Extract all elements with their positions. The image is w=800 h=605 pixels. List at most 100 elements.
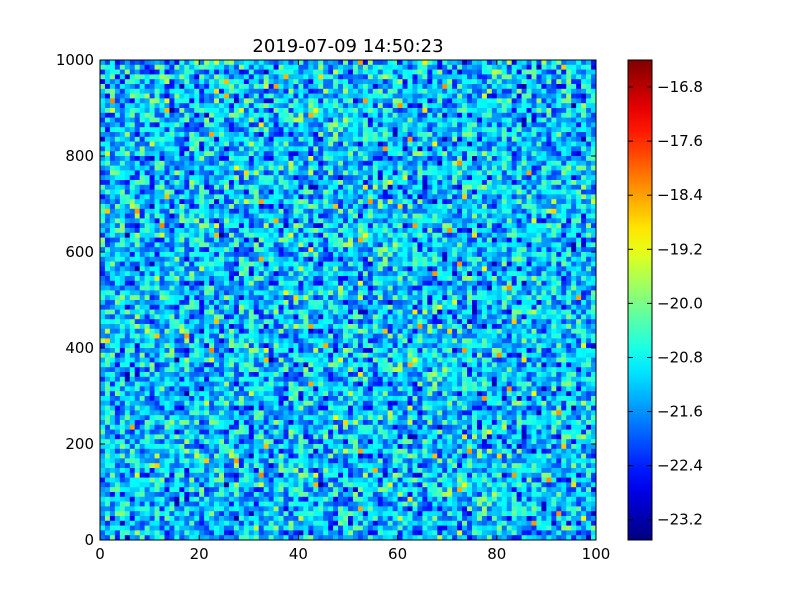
- heatmap-cell: [506, 213, 512, 219]
- heatmap-cell: [154, 84, 160, 90]
- heatmap-cell: [323, 266, 329, 272]
- heatmap-cell: [581, 194, 587, 200]
- heatmap-cell: [228, 242, 235, 248]
- heatmap-cell: [209, 175, 215, 181]
- heatmap-cell: [328, 218, 334, 224]
- heatmap-cell: [417, 122, 423, 128]
- heatmap-cell: [238, 165, 245, 171]
- heatmap-cell: [447, 218, 453, 224]
- heatmap-cell: [442, 280, 448, 286]
- heatmap-cell: [129, 271, 136, 277]
- heatmap-cell: [243, 151, 250, 157]
- heatmap-cell: [491, 69, 498, 75]
- heatmap-cell: [457, 261, 463, 267]
- heatmap-cell: [248, 213, 255, 219]
- heatmap-cell: [283, 146, 289, 152]
- heatmap-cell: [224, 252, 230, 258]
- heatmap-cell: [501, 98, 508, 104]
- heatmap-cell: [258, 108, 264, 114]
- heatmap-cell: [377, 285, 384, 291]
- heatmap-cell: [561, 208, 567, 214]
- heatmap-cell: [333, 228, 339, 234]
- heatmap-cell: [100, 122, 106, 128]
- heatmap-cell: [318, 165, 324, 171]
- heatmap-cell: [209, 199, 215, 205]
- heatmap-cell: [338, 136, 344, 142]
- heatmap-cell: [362, 180, 369, 186]
- heatmap-cell: [561, 242, 567, 248]
- heatmap-cell: [333, 84, 339, 90]
- heatmap-cell: [224, 170, 230, 176]
- heatmap-cell: [576, 79, 582, 85]
- heatmap-cell: [417, 256, 423, 262]
- heatmap-cell: [457, 84, 463, 90]
- heatmap-cell: [427, 117, 433, 123]
- heatmap-cell: [367, 60, 374, 66]
- heatmap-cell: [506, 223, 512, 229]
- heatmap-cell: [243, 280, 250, 286]
- heatmap-cell: [124, 141, 131, 147]
- heatmap-cell: [278, 237, 284, 243]
- heatmap-cell: [104, 184, 111, 190]
- heatmap-cell: [387, 127, 393, 133]
- heatmap-cell: [159, 141, 165, 147]
- heatmap-cell: [422, 180, 428, 186]
- heatmap-cell: [214, 136, 220, 142]
- heatmap-cell: [154, 237, 160, 243]
- heatmap-cell: [531, 204, 537, 210]
- heatmap-cell: [224, 223, 230, 229]
- heatmap-cell: [536, 256, 542, 262]
- heatmap-cell: [516, 136, 522, 142]
- heatmap-cell: [100, 189, 106, 195]
- heatmap-cell: [437, 285, 443, 291]
- heatmap-cell: [288, 165, 294, 171]
- heatmap-cell: [511, 194, 517, 200]
- heatmap-cell: [194, 295, 200, 301]
- heatmap-cell: [194, 79, 200, 85]
- heatmap-cell: [357, 132, 364, 138]
- heatmap-cell: [407, 237, 413, 243]
- heatmap-cell: [164, 160, 170, 166]
- heatmap-cell: [228, 223, 235, 229]
- heatmap-cell: [199, 213, 205, 219]
- heatmap-cell: [457, 170, 463, 176]
- heatmap-cell: [184, 60, 190, 66]
- heatmap-cell: [184, 218, 190, 224]
- heatmap-cell: [352, 223, 359, 229]
- heatmap-cell: [189, 189, 195, 195]
- heatmap-cell: [263, 199, 269, 205]
- heatmap-cell: [338, 208, 344, 214]
- heatmap-cell: [422, 276, 428, 282]
- heatmap-cell: [169, 69, 175, 75]
- heatmap-cell: [194, 228, 200, 234]
- heatmap-cell: [263, 213, 269, 219]
- heatmap-cell: [214, 103, 220, 109]
- heatmap-cell: [591, 232, 597, 238]
- heatmap-cell: [224, 189, 230, 195]
- heatmap-cell: [338, 189, 344, 195]
- heatmap-cell: [437, 141, 443, 147]
- heatmap-cell: [561, 261, 567, 267]
- heatmap-cell: [586, 237, 592, 243]
- heatmap-cell: [318, 199, 324, 205]
- heatmap-cell: [417, 271, 423, 277]
- heatmap-cell: [452, 79, 458, 85]
- heatmap-cell: [313, 213, 319, 219]
- heatmap-cell: [501, 180, 508, 186]
- heatmap-cell: [293, 151, 299, 157]
- heatmap-cell: [228, 132, 235, 138]
- heatmap-cell: [457, 285, 463, 291]
- heatmap-cell: [134, 170, 140, 176]
- heatmap-cell: [308, 141, 314, 147]
- heatmap-cell: [422, 98, 428, 104]
- heatmap-cell: [129, 93, 136, 99]
- heatmap-cell: [491, 232, 498, 238]
- heatmap-cell: [397, 280, 403, 286]
- heatmap-cell: [372, 160, 379, 166]
- heatmap-cell: [204, 180, 210, 186]
- heatmap-cell: [219, 175, 225, 181]
- heatmap-cell: [199, 261, 205, 267]
- heatmap-cell: [328, 103, 334, 109]
- heatmap-cell: [486, 256, 493, 262]
- heatmap-cell: [561, 103, 567, 109]
